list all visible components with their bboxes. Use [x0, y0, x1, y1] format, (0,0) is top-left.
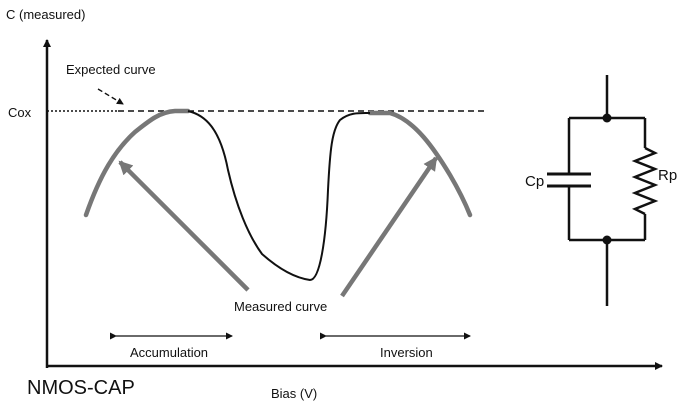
expected-curve-label: Expected curve [66, 62, 156, 77]
expected-curve-pointer [97, 88, 124, 105]
measured-curve-left [83, 108, 191, 218]
capacitor-label: Cp [525, 173, 544, 190]
equivalent-circuit [547, 75, 659, 306]
inversion-label: Inversion [380, 345, 433, 360]
x-axis-label: Bias (V) [271, 386, 317, 401]
measured-curve-right [367, 110, 473, 218]
cv-valley-curve [187, 110, 371, 282]
device-label: NMOS-CAP [27, 377, 135, 399]
resistor-zigzag [631, 146, 659, 216]
circuit-node-top [602, 113, 612, 123]
y-axis-label: C (measured) [6, 7, 85, 22]
measured-arrow-right [340, 156, 438, 298]
cox-label: Cox [8, 105, 32, 120]
circuit-node-bottom [602, 235, 612, 245]
accumulation-label: Accumulation [130, 345, 208, 360]
measured-arrow-left [118, 160, 250, 292]
resistor-label: Rp [658, 167, 677, 184]
measured-curve-label: Measured curve [234, 299, 327, 314]
